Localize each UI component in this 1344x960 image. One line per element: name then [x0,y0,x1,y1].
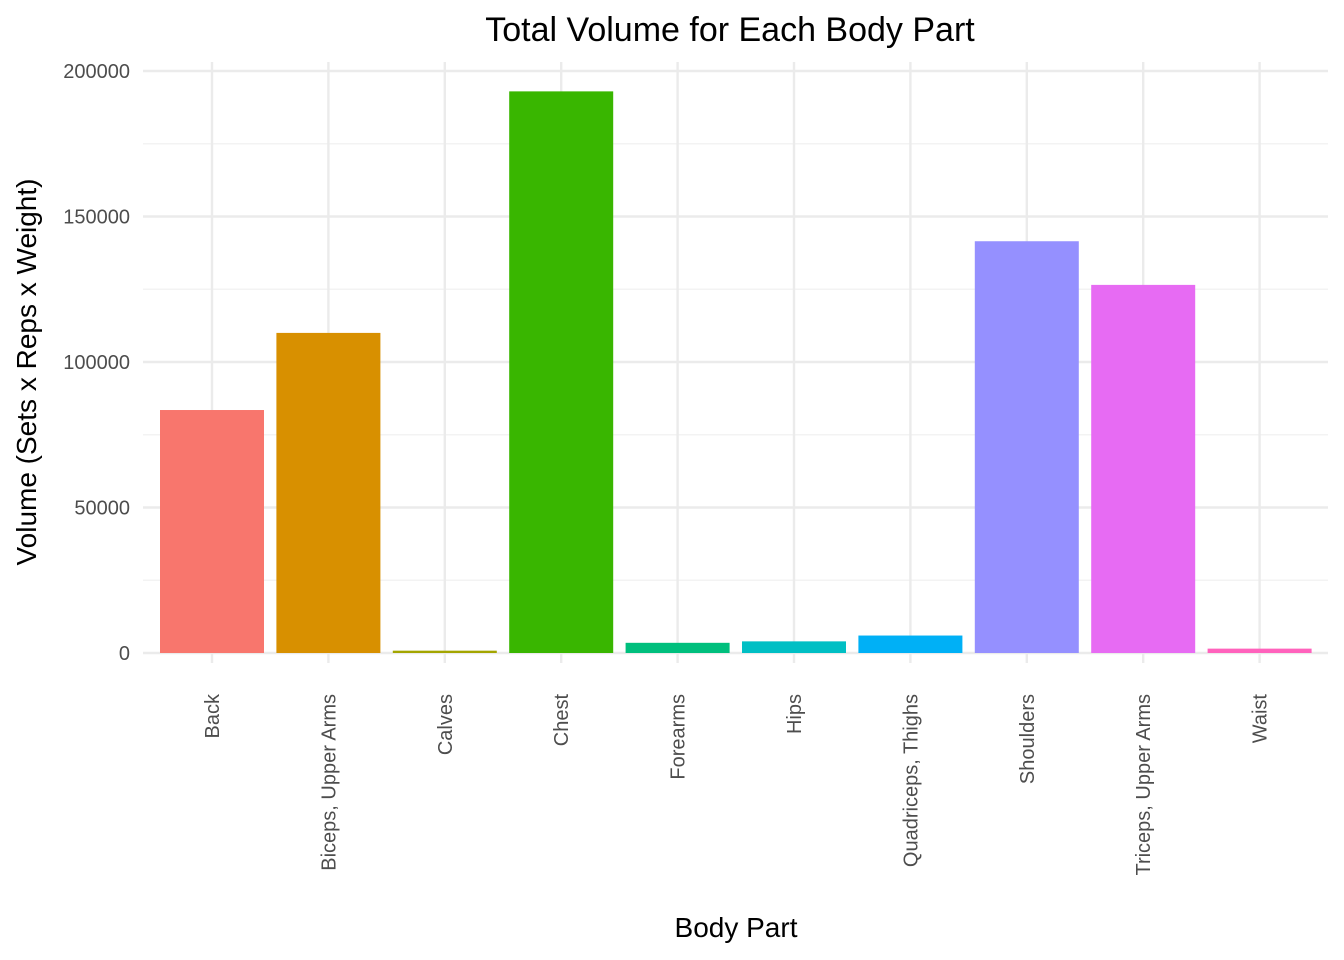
y-tick-label: 50000 [74,498,130,520]
y-axis-title: Volume (Sets x Reps x Weight) [11,179,42,566]
bars [160,91,1312,654]
x-tick-labels: Back Biceps, Upper Arms Calves Chest Forearm… [202,693,1272,876]
y-tick-label: 0 [119,643,130,665]
x-tick-label: Shoulders [1017,694,1039,784]
x-axis-title: Body Part [675,912,798,943]
bar-back [160,410,264,653]
y-tick-label: 200000 [63,61,130,83]
y-tick-label: 150000 [63,207,130,229]
bar-triceps-upper-arms [1091,284,1196,653]
bar-waist [1207,648,1312,653]
bar-chest [509,91,614,654]
bar-hips [742,641,846,653]
chart-title: Total Volume for Each Body Part [485,11,975,49]
x-tick-label: Hips [784,694,806,734]
y-tick-label: 100000 [63,352,130,374]
y-tick-labels: 0 50000 100000 150000 200000 [63,61,130,665]
x-tick-label: Back [202,693,224,738]
x-tick-label: Quadriceps, Thighs [900,694,922,867]
x-tick-label: Waist [1250,694,1272,744]
bar-quadriceps-thighs [858,635,963,653]
x-tick-label: Chest [551,694,573,747]
bar-forearms [625,642,730,653]
bar-shoulders [974,241,1079,654]
x-tick-label: Calves [435,694,457,755]
bar-biceps-upper-arms [276,332,381,653]
x-tick-label: Biceps, Upper Arms [318,694,340,871]
bar-calves [392,650,497,653]
x-tick-label: Forearms [668,694,690,780]
x-tick-label: Triceps, Upper Arms [1133,694,1155,876]
